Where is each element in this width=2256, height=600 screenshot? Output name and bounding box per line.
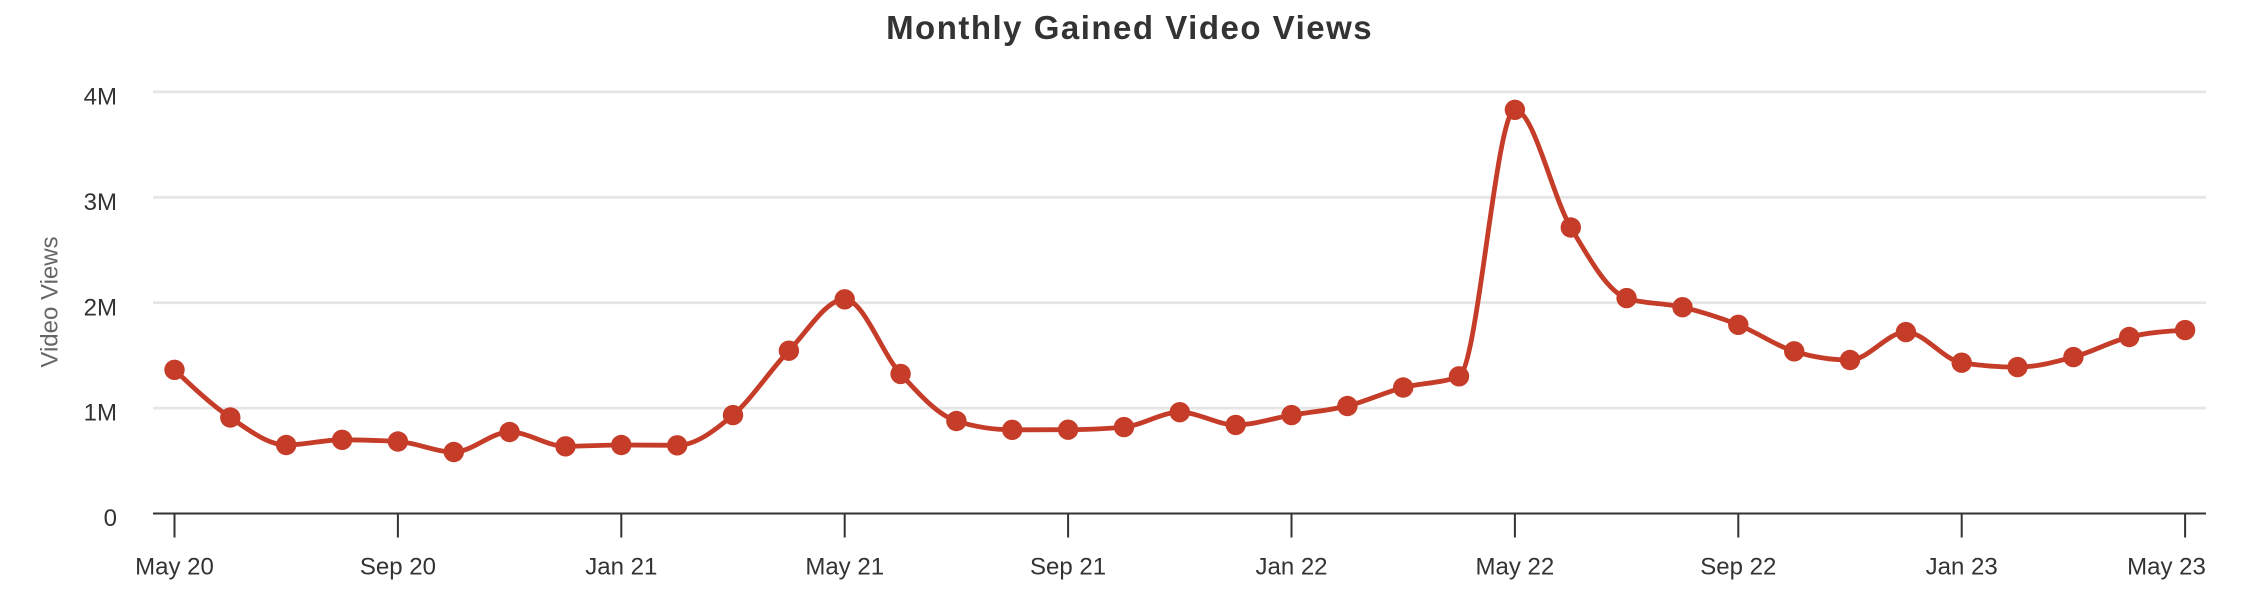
svg-text:May 20: May 20 bbox=[135, 554, 214, 581]
svg-text:2M: 2M bbox=[84, 294, 117, 321]
svg-text:May 22: May 22 bbox=[1476, 554, 1555, 581]
svg-text:Video Views: Video Views bbox=[37, 236, 64, 367]
svg-text:Jan 23: Jan 23 bbox=[1926, 554, 1998, 581]
svg-text:1M: 1M bbox=[84, 400, 117, 427]
svg-text:Sep 21: Sep 21 bbox=[1030, 554, 1106, 581]
svg-text:3M: 3M bbox=[84, 189, 117, 216]
svg-text:4M: 4M bbox=[84, 84, 117, 111]
svg-text:May 23: May 23 bbox=[2127, 554, 2206, 581]
svg-text:Sep 20: Sep 20 bbox=[360, 554, 436, 581]
svg-text:Jan 22: Jan 22 bbox=[1255, 554, 1327, 581]
svg-text:0: 0 bbox=[104, 505, 117, 532]
svg-text:Jan 21: Jan 21 bbox=[585, 554, 657, 581]
svg-text:Sep 22: Sep 22 bbox=[1700, 554, 1776, 581]
svg-text:May 21: May 21 bbox=[805, 554, 884, 581]
svg-text:Monthly Gained Video Views: Monthly Gained Video Views bbox=[886, 9, 1373, 46]
